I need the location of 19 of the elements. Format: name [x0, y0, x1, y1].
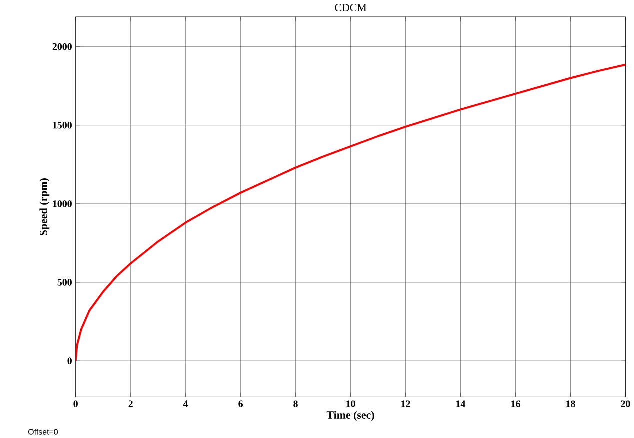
y-axis-title: Speed (rpm) [40, 178, 50, 236]
x-tick-label: 0 [74, 400, 78, 408]
x-tick-label: 20 [621, 400, 630, 408]
x-tick-label: 18 [566, 400, 576, 408]
x-axis-title: Time (sec) [326, 411, 374, 422]
x-tick-label: 10 [346, 400, 356, 408]
x-tick-label: 2 [128, 400, 133, 408]
y-tick-label: 1000 [53, 200, 72, 208]
x-tick-label: 16 [512, 400, 520, 408]
x-tick-label: 6 [238, 400, 244, 408]
x-tick-label: 12 [402, 400, 410, 408]
x-tick-label: 14 [456, 400, 466, 408]
chart-title: CDCM [335, 4, 367, 12]
y-tick-label: 500 [58, 279, 72, 286]
x-tick-label: 4 [183, 400, 188, 408]
y-tick-label: 2000 [52, 43, 72, 50]
x-tick-label: 8 [294, 400, 298, 408]
y-tick-label: 1500 [53, 122, 72, 129]
y-tick-label: 0 [68, 358, 72, 364]
